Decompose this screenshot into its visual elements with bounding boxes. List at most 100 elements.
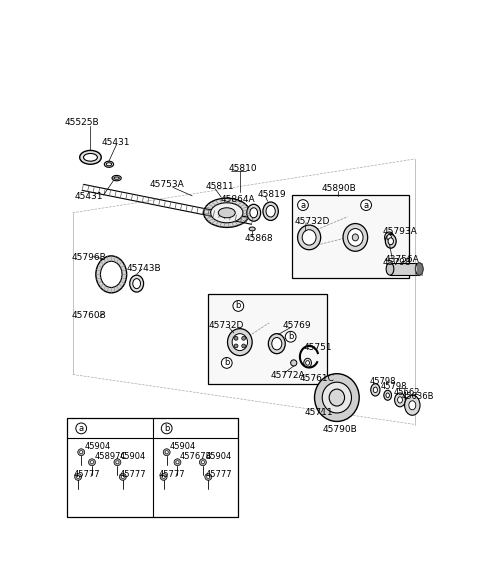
- Text: 45798: 45798: [369, 377, 396, 386]
- Ellipse shape: [268, 333, 285, 354]
- Ellipse shape: [387, 235, 392, 240]
- Circle shape: [221, 357, 232, 369]
- Ellipse shape: [211, 203, 243, 223]
- Text: a: a: [300, 200, 306, 210]
- Ellipse shape: [304, 358, 312, 367]
- Text: 45904: 45904: [120, 452, 146, 461]
- Circle shape: [163, 449, 170, 456]
- Text: 45798: 45798: [381, 382, 407, 391]
- Text: 45819: 45819: [258, 190, 286, 199]
- Ellipse shape: [388, 238, 394, 245]
- Bar: [390, 263, 419, 275]
- Circle shape: [233, 301, 244, 311]
- Ellipse shape: [80, 151, 101, 164]
- Circle shape: [176, 461, 179, 464]
- Bar: [207, 294, 327, 384]
- Ellipse shape: [247, 205, 261, 222]
- Circle shape: [291, 360, 297, 366]
- Circle shape: [242, 344, 246, 348]
- Circle shape: [121, 475, 124, 478]
- Ellipse shape: [329, 389, 345, 406]
- Bar: [67, 418, 238, 517]
- Ellipse shape: [96, 256, 127, 293]
- Text: 45864A: 45864A: [221, 195, 255, 204]
- Text: 45904: 45904: [205, 452, 231, 461]
- Text: b: b: [224, 359, 229, 367]
- Ellipse shape: [385, 234, 396, 248]
- Ellipse shape: [409, 401, 416, 410]
- Ellipse shape: [250, 208, 258, 218]
- Text: 45793A: 45793A: [383, 227, 418, 236]
- Ellipse shape: [112, 175, 121, 181]
- Text: 45890B: 45890B: [322, 184, 356, 193]
- Text: 45796B: 45796B: [72, 253, 107, 262]
- Ellipse shape: [397, 397, 402, 403]
- Circle shape: [199, 459, 206, 466]
- Ellipse shape: [373, 387, 377, 393]
- Text: 45662: 45662: [394, 389, 420, 397]
- Text: 45798: 45798: [383, 258, 412, 267]
- Circle shape: [234, 344, 238, 348]
- Text: 45777: 45777: [120, 470, 146, 479]
- Ellipse shape: [298, 225, 321, 250]
- Circle shape: [298, 200, 308, 210]
- Ellipse shape: [314, 374, 359, 421]
- Text: b: b: [236, 301, 241, 311]
- Text: 45753A: 45753A: [150, 180, 184, 189]
- Ellipse shape: [249, 227, 255, 231]
- Ellipse shape: [84, 154, 97, 161]
- Circle shape: [201, 461, 204, 464]
- Ellipse shape: [114, 177, 120, 179]
- Text: 45711: 45711: [304, 408, 333, 417]
- Text: 45525B: 45525B: [65, 118, 100, 127]
- Circle shape: [174, 459, 181, 466]
- Text: 45760B: 45760B: [72, 311, 107, 321]
- Ellipse shape: [348, 229, 363, 246]
- Ellipse shape: [104, 161, 114, 168]
- Circle shape: [161, 423, 172, 434]
- Circle shape: [75, 473, 82, 481]
- Text: 45761C: 45761C: [300, 374, 335, 383]
- Ellipse shape: [100, 261, 122, 288]
- Text: 45897C: 45897C: [94, 452, 127, 461]
- Ellipse shape: [384, 232, 394, 243]
- Ellipse shape: [405, 396, 420, 415]
- Circle shape: [165, 451, 168, 454]
- Circle shape: [76, 423, 86, 434]
- Text: 45636B: 45636B: [402, 392, 434, 401]
- Text: 45431: 45431: [101, 138, 130, 147]
- Text: b: b: [164, 424, 169, 433]
- Ellipse shape: [343, 223, 368, 251]
- Ellipse shape: [232, 333, 248, 350]
- Text: 45904: 45904: [170, 442, 196, 451]
- Ellipse shape: [302, 230, 316, 245]
- Text: 45777: 45777: [73, 470, 100, 479]
- Ellipse shape: [386, 263, 394, 275]
- Circle shape: [120, 473, 126, 481]
- Ellipse shape: [263, 202, 278, 220]
- Ellipse shape: [384, 390, 392, 400]
- Text: 45772A: 45772A: [271, 370, 305, 380]
- Ellipse shape: [272, 338, 282, 350]
- Ellipse shape: [204, 198, 250, 227]
- Ellipse shape: [322, 382, 351, 413]
- Ellipse shape: [106, 163, 112, 166]
- Text: 45751: 45751: [304, 343, 332, 352]
- Text: 45777: 45777: [159, 470, 186, 479]
- Circle shape: [88, 459, 96, 466]
- Circle shape: [114, 459, 121, 466]
- Circle shape: [160, 473, 167, 481]
- Bar: [292, 195, 409, 278]
- Text: 45904: 45904: [84, 442, 110, 451]
- Text: 45810: 45810: [229, 164, 258, 173]
- Circle shape: [162, 475, 165, 478]
- Text: 45811: 45811: [206, 182, 235, 191]
- Text: 45790B: 45790B: [323, 424, 358, 434]
- Circle shape: [207, 475, 210, 478]
- Ellipse shape: [133, 278, 141, 289]
- Circle shape: [234, 336, 238, 340]
- Text: 45868: 45868: [244, 234, 273, 243]
- Ellipse shape: [218, 208, 235, 218]
- Ellipse shape: [395, 393, 406, 407]
- Text: 45777: 45777: [205, 470, 232, 479]
